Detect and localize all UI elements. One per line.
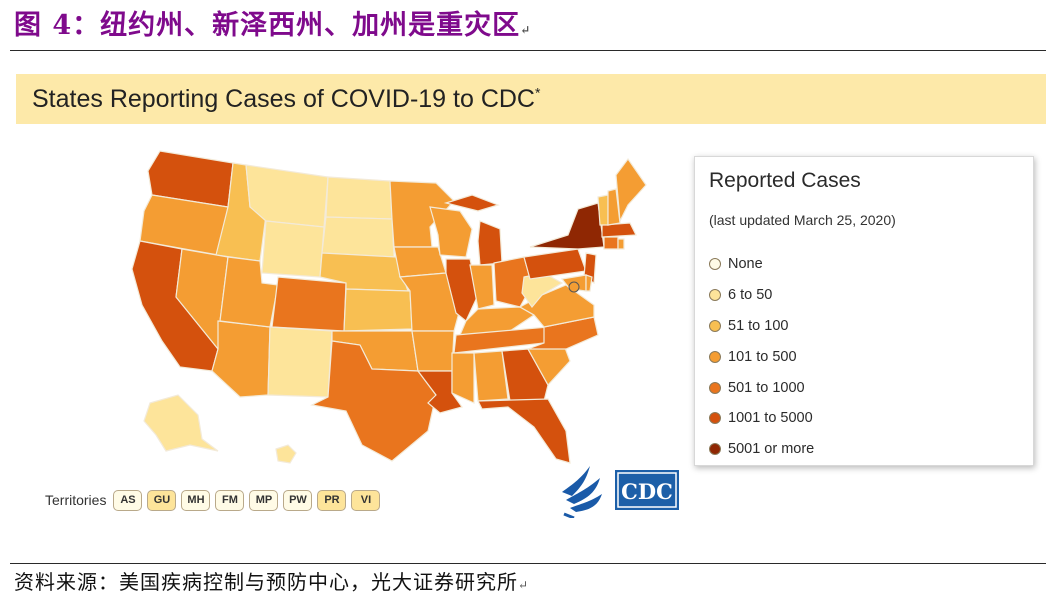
legend-swatch (709, 350, 721, 363)
state-wi[interactable] (429, 206, 473, 258)
state-ar[interactable] (411, 330, 455, 372)
legend-items: None 6 to 50 51 to 100 101 to 500 501 to 100… (709, 249, 814, 465)
state-ri[interactable] (617, 238, 625, 250)
state-co[interactable] (271, 276, 347, 332)
territory-badge-fm[interactable]: FM (215, 489, 245, 511)
legend-swatch (709, 412, 721, 425)
state-al[interactable] (473, 350, 509, 402)
state-mi[interactable] (477, 220, 503, 266)
state-ia[interactable] (393, 246, 447, 278)
state-sd[interactable] (321, 216, 395, 258)
state-va[interactable] (518, 284, 595, 328)
state-wy[interactable] (261, 220, 325, 278)
cdc-logo-text: CDC (621, 479, 673, 504)
legend-item: 51 to 100 (709, 311, 814, 342)
legend-label: 6 to 50 (728, 287, 773, 304)
legend-item: None (709, 249, 814, 280)
state-ms[interactable] (451, 352, 475, 404)
state-mn[interactable] (389, 180, 455, 248)
hhs-eagle-icon (562, 466, 602, 518)
state-vt[interactable] (597, 194, 609, 226)
territories-row: Territories AS GU MH FM MP PW PR VI (45, 488, 385, 512)
territory-badges: AS GU MH FM MP PW PR VI (113, 489, 385, 511)
legend-label: 101 to 500 (728, 348, 797, 365)
legend-title: Reported Cases (709, 169, 861, 192)
legend-item: 1001 to 5000 (709, 403, 814, 434)
territory-badge-vi[interactable]: VI (351, 489, 381, 511)
footnote-mark: * (534, 84, 541, 101)
state-ks[interactable] (343, 288, 413, 332)
state-ct[interactable] (603, 236, 619, 250)
figure-title: 图 4：纽约州、新泽西州、加州是重灾区↵ (14, 10, 532, 41)
territory-badge-pw[interactable]: PW (283, 489, 313, 511)
top-divider (10, 50, 1046, 51)
state-az[interactable] (211, 320, 271, 398)
legend-label: None (728, 256, 763, 273)
state-nh[interactable] (607, 188, 621, 226)
state-ak[interactable] (143, 394, 219, 452)
state-nm[interactable] (267, 326, 333, 398)
territory-badge-as[interactable]: AS (113, 489, 143, 511)
legend-swatch (709, 381, 721, 394)
us-choropleth-map (131, 150, 647, 464)
cdc-logo: CDC (615, 470, 679, 510)
legend-label: 1001 to 5000 (728, 410, 813, 427)
territories-label: Territories (45, 492, 107, 508)
legend-panel: Reported Cases (last updated March 25, 2… (694, 156, 1034, 466)
state-me[interactable] (615, 157, 647, 224)
state-pa[interactable] (523, 248, 587, 280)
state-ma[interactable] (601, 222, 637, 238)
state-dc[interactable] (568, 281, 580, 293)
legend-label: 51 to 100 (728, 317, 789, 334)
legend-swatch (709, 258, 721, 271)
legend-item: 5001 or more (709, 434, 814, 465)
territory-badge-mh[interactable]: MH (181, 489, 211, 511)
state-fl[interactable] (477, 398, 571, 464)
legend-swatch (709, 319, 721, 332)
legend-label: 5001 or more (728, 441, 815, 458)
banner-title: States Reporting Cases of COVID-19 to CD… (32, 85, 535, 113)
state-in[interactable] (469, 264, 495, 310)
territory-badge-pr[interactable]: PR (317, 489, 347, 511)
legend-item: 101 to 500 (709, 341, 814, 372)
state-tx[interactable] (310, 340, 437, 462)
state-nd[interactable] (325, 176, 393, 220)
territory-badge-gu[interactable]: GU (147, 489, 177, 511)
state-ga[interactable] (501, 348, 549, 402)
map-banner: States Reporting Cases of COVID-19 to CD… (16, 74, 1046, 124)
state-de[interactable] (585, 274, 593, 292)
legend-item: 6 to 50 (709, 280, 814, 311)
legend-swatch (709, 289, 721, 302)
legend-subtitle: (last updated March 25, 2020) (709, 212, 896, 228)
state-ny[interactable] (529, 202, 605, 250)
legend-label: 501 to 1000 (728, 379, 805, 396)
bottom-divider (10, 563, 1046, 564)
source-note: 资料来源：美国疾病控制与预防中心，光大证券研究所↵ (14, 570, 530, 594)
state-hi[interactable] (275, 444, 297, 464)
state-mi[interactable] (443, 194, 500, 212)
legend-item: 501 to 1000 (709, 372, 814, 403)
territory-badge-mp[interactable]: MP (249, 489, 279, 511)
legend-swatch (709, 443, 721, 456)
